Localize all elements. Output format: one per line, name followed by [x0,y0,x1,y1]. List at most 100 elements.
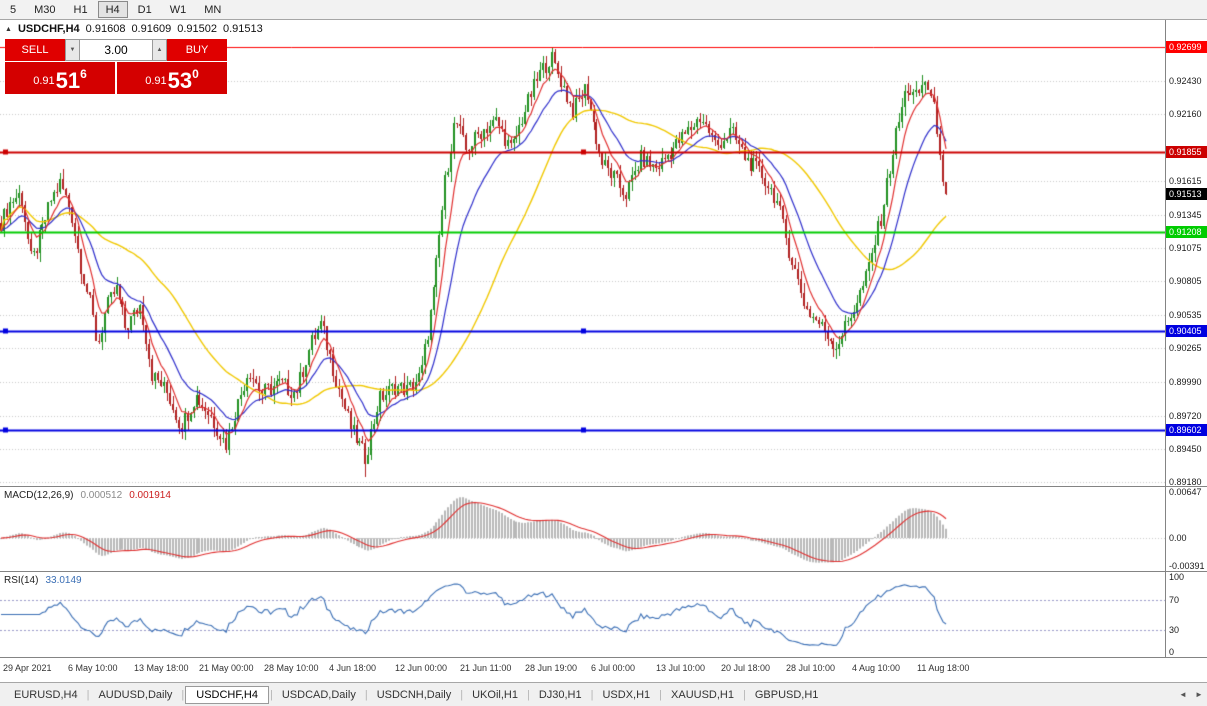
tab-scroll-left-icon[interactable]: ◄ [1179,690,1187,699]
tab-separator: | [86,688,90,701]
chart-tab-xauusd[interactable]: XAUUSD,H1 [671,688,734,701]
bid-pip-digit: 6 [80,67,87,81]
tab-separator: | [460,688,464,701]
bid-price-button[interactable]: 0.91 51 6 [5,62,115,94]
tab-separator: | [181,688,185,701]
chart-tabs-bar: EURUSD,H4 | AUDUSD,Daily | USDCHF,H4 | USDCAD,… [0,682,1207,706]
macd-plot: MACD(12,26,9) 0.000512 0.001914 [0,487,1165,571]
price-tick-label: 0.89720 [1169,411,1202,421]
one-click-trading-panel: SELL ▼ ▲ BUY 0.91 51 6 0.91 53 0 [5,39,227,94]
rsi-tick-label: 30 [1169,625,1180,635]
ohlc-high: 0.91609 [131,23,172,35]
time-tick-label: 4 Aug 10:00 [852,663,901,673]
price-axis[interactable]: 0.92430 0.92160 0.91615 0.91345 0.91075 0.908… [1165,20,1207,487]
tab-separator: | [364,688,368,701]
timeframe-button-5[interactable]: 5 [10,4,17,16]
time-axis[interactable]: 29 Apr 2021 6 May 10:00 13 May 18:00 21 May… [0,657,1207,682]
time-tick-label: 20 Jul 18:00 [721,663,771,673]
buy-button[interactable]: BUY [167,39,227,61]
macd-axis[interactable]: 0.00647 0.00 -0.00391 [1165,487,1207,571]
price-tick-label: 0.89990 [1169,377,1202,387]
hline-price-label: 0.91208 [1166,226,1207,238]
ohlc-close: 0.91513 [222,23,263,35]
rsi-value: 33.0149 [45,575,82,586]
price-chart-canvas[interactable] [0,20,1165,486]
macd-canvas[interactable] [0,487,1165,571]
price-tick-label: 0.90805 [1169,276,1202,286]
ask-big-digits: 53 [167,68,193,93]
macd-main-value: 0.000512 [80,490,123,501]
timeframe-toolbar: 5 M30 H1 H4 D1 W1 MN [0,0,1207,20]
price-tick-label: 0.90265 [1169,343,1202,353]
hline-price-label: 0.90405 [1166,325,1207,337]
timeframe-button-d1[interactable]: D1 [137,4,152,16]
chart-tab-ukoil[interactable]: UKOil,H1 [472,688,518,701]
price-tick-label: 0.90535 [1169,310,1202,320]
volume-input[interactable] [80,39,152,61]
chart-tab-audusd[interactable]: AUDUSD,Daily [98,688,173,701]
timeframe-button-w1[interactable]: W1 [169,4,187,16]
main-chart-plot: ▲ USDCHF,H4 0.91608 0.91609 0.91502 0.91… [0,20,1165,486]
ohlc-open: 0.91608 [85,23,126,35]
ohlc-low: 0.91502 [177,23,217,35]
tab-separator: | [590,688,594,701]
sell-button[interactable]: SELL [5,39,65,61]
rsi-axis[interactable]: 100 70 30 0 [1165,572,1207,657]
time-tick-label: 13 Jul 10:00 [656,663,706,673]
chart-tab-usdx[interactable]: USDX,H1 [602,688,651,701]
timeframe-button-h1[interactable]: H1 [73,4,88,16]
ask-price-button[interactable]: 0.91 53 0 [117,62,227,94]
macd-tick-label: -0.00391 [1169,561,1205,571]
tab-scroll-right-icon[interactable]: ► [1195,690,1203,699]
chart-tab-eurusd[interactable]: EURUSD,H4 [14,688,78,701]
time-tick-label: 28 May 10:00 [264,663,319,673]
trade-panel-prices: 0.91 51 6 0.91 53 0 [5,62,227,94]
ask-prefix: 0.91 [145,75,167,87]
bid-prefix: 0.91 [33,75,55,87]
chart-symbol-label: USDCHF,H4 [17,23,80,35]
time-tick-label: 11 Aug 18:00 [917,663,970,673]
timeframe-button-m30[interactable]: M30 [34,4,56,16]
price-tick-label: 0.91345 [1169,210,1202,220]
price-tick-label: 0.91075 [1169,243,1202,253]
rsi-indicator-name: RSI(14) [4,575,39,586]
price-tick-label: 0.89180 [1169,477,1202,487]
tab-separator: | [526,688,530,701]
timeframe-button-h4[interactable]: H4 [97,1,128,18]
macd-label: MACD(12,26,9) 0.000512 0.001914 [4,490,171,501]
macd-panel: MACD(12,26,9) 0.000512 0.001914 0.00647 0… [0,486,1207,571]
macd-signal-value: 0.001914 [129,490,171,501]
rsi-canvas[interactable] [0,572,1165,657]
price-tick-label: 0.89450 [1169,444,1202,454]
chart-tab-dj30[interactable]: DJ30,H1 [538,688,582,701]
volume-increase-icon[interactable]: ▲ [152,39,167,61]
macd-indicator-name: MACD(12,26,9) [4,490,74,501]
ask-pip-digit: 0 [192,67,199,81]
macd-tick-label: 0.00647 [1169,487,1202,497]
time-tick-label: 28 Jun 19:00 [525,663,578,673]
hline-price-label: 0.89602 [1166,424,1207,436]
chart-tabs-list: EURUSD,H4 | AUDUSD,Daily | USDCHF,H4 | USDCAD,… [0,683,1175,706]
price-tick-label: 0.92160 [1169,109,1202,119]
rsi-label: RSI(14) 33.0149 [4,575,82,586]
volume-dropdown-icon[interactable]: ▼ [65,39,80,61]
chart-tab-usdcnh[interactable]: USDCNH,Daily [376,688,452,701]
time-tick-label: 21 Jun 11:00 [460,663,512,673]
chart-header: ▲ USDCHF,H4 0.91608 0.91609 0.91502 0.91… [5,23,263,35]
time-tick-label: 29 Apr 2021 [3,663,52,673]
hline-price-label: 0.91855 [1166,146,1207,158]
rsi-panel: RSI(14) 33.0149 100 70 30 0 [0,571,1207,657]
price-tick-label: 0.92430 [1169,76,1202,86]
chart-tab-usdchf[interactable]: USDCHF,H4 [185,685,269,704]
time-tick-label: 28 Jul 10:00 [786,663,836,673]
collapse-trade-panel-icon[interactable]: ▲ [5,25,12,33]
chart-tab-gbpusd[interactable]: GBPUSD,H1 [754,688,819,701]
time-tick-label: 21 May 00:00 [199,663,254,673]
price-tick-label: 0.91615 [1169,176,1202,186]
trade-panel-controls: SELL ▼ ▲ BUY [5,39,227,61]
chart-tab-usdcad[interactable]: USDCAD,Daily [281,688,356,701]
current-price-label: 0.91513 [1166,188,1207,200]
timeframe-button-mn[interactable]: MN [204,4,222,16]
tab-separator: | [270,688,273,701]
time-tick-label: 13 May 18:00 [134,663,189,673]
